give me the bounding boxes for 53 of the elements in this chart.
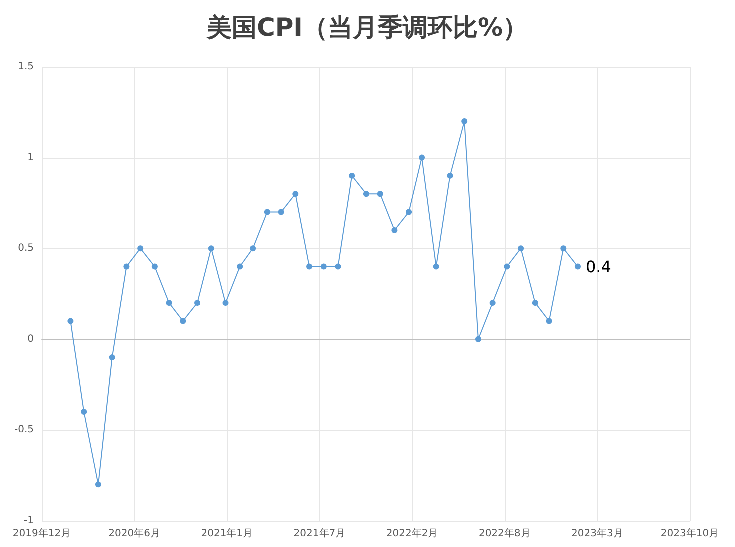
point [377, 191, 384, 198]
y-tick-label: 0 [28, 334, 34, 345]
point [504, 264, 510, 270]
point [222, 300, 229, 306]
point [81, 409, 88, 416]
y-tick-label: -1 [24, 516, 34, 526]
point [320, 264, 327, 270]
x-tick-label: 2022年8月 [478, 528, 531, 540]
point [419, 154, 426, 161]
point [574, 264, 581, 270]
point [518, 246, 524, 252]
chart-title: 美国CPI（当月季调环比%） [206, 13, 528, 42]
y-tick-label: 1.5 [18, 62, 34, 72]
y-tick-label: 1 [28, 152, 34, 164]
point [180, 318, 186, 324]
point [250, 246, 256, 252]
point [490, 300, 496, 306]
point [138, 246, 144, 252]
point [462, 118, 468, 124]
point [109, 354, 116, 361]
point [194, 300, 201, 306]
x-tick-label: 2020年6月 [108, 528, 160, 540]
point [306, 264, 313, 270]
point [95, 482, 102, 488]
point [335, 264, 342, 270]
point [406, 209, 412, 216]
x-tick-label: 2021年1月 [201, 528, 254, 540]
point [166, 300, 172, 306]
y-tick-label: 0.5 [18, 243, 34, 254]
x-tick-label: 2023年10月 [660, 528, 720, 540]
x-tick-label: 2023年3月 [572, 528, 624, 540]
point [264, 209, 270, 216]
point [278, 209, 284, 216]
x-tick-label: 2019年12月 [12, 528, 72, 540]
point [475, 336, 482, 342]
point [560, 246, 567, 252]
point [152, 264, 158, 270]
x-tick-label: 2022年2月 [386, 528, 438, 540]
point [237, 264, 244, 270]
point [349, 172, 356, 179]
point [68, 318, 74, 324]
point [532, 300, 538, 306]
point [546, 318, 552, 324]
point [124, 264, 130, 270]
point [392, 227, 398, 234]
point [208, 246, 214, 252]
data-label: 0.4 [586, 257, 612, 276]
point [363, 191, 370, 198]
x-tick-label: 2021年7月 [294, 528, 346, 540]
point [447, 172, 454, 179]
point [292, 191, 299, 198]
y-tick-label: -0.5 [14, 424, 34, 436]
point [433, 264, 440, 270]
